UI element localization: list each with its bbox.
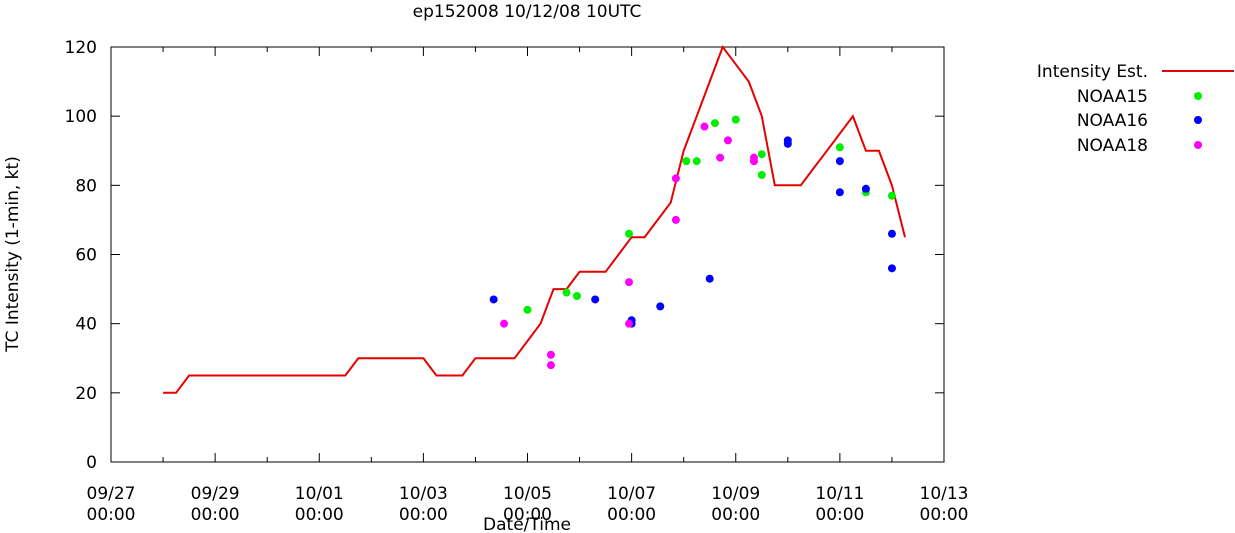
- data-point-noaa15: [572, 292, 581, 300]
- data-point-noaa15: [562, 288, 571, 297]
- data-point-noaa18: [546, 361, 555, 370]
- x-tick-label-date: 10/13: [920, 484, 969, 504]
- x-tick-label-time: 00:00: [295, 505, 344, 525]
- x-tick-label-date: 10/07: [607, 484, 656, 504]
- y-tick-label: 100: [65, 107, 97, 127]
- x-tick-label-date: 09/27: [87, 484, 136, 504]
- y-tick-label: 80: [75, 176, 97, 196]
- data-point-noaa18: [723, 136, 732, 145]
- y-tick-label: 0: [86, 453, 97, 473]
- data-point-noaa16: [887, 264, 896, 273]
- legend-swatch-noaa16: [1194, 116, 1202, 124]
- data-point-noaa15: [682, 157, 691, 166]
- data-point-noaa15: [523, 305, 532, 314]
- y-tick-label: 60: [75, 246, 97, 266]
- data-point-noaa18: [546, 350, 555, 359]
- data-point-noaa18: [500, 319, 509, 328]
- x-tick-label-time: 00:00: [399, 505, 448, 525]
- legend: Intensity Est. NOAA15 NOAA16 NOAA18: [1037, 62, 1234, 156]
- legend-label-noaa18: NOAA18: [1077, 136, 1148, 156]
- x-tick-label-time: 00:00: [607, 505, 656, 525]
- x-tick-label-time: 00:00: [711, 505, 760, 525]
- data-point-noaa15: [835, 143, 844, 152]
- x-tick-label-date: 10/05: [503, 484, 552, 504]
- data-point-noaa16: [656, 302, 665, 311]
- data-point-noaa18: [625, 319, 634, 328]
- x-tick-label-date: 10/11: [815, 484, 864, 504]
- x-tick-label-date: 10/03: [399, 484, 448, 504]
- chart-title: ep152008 10/12/08 10UTC: [413, 2, 642, 22]
- series-group: [163, 44, 906, 394]
- data-point-noaa15: [710, 119, 719, 128]
- y-tick-label: 120: [65, 38, 97, 58]
- x-tick-label-time: 00:00: [503, 505, 552, 525]
- data-point-noaa18: [625, 278, 634, 287]
- data-point-noaa16: [783, 139, 792, 148]
- data-point-noaa18: [671, 215, 680, 224]
- legend-swatch-noaa15: [1194, 92, 1202, 100]
- x-tick-label-time: 00:00: [815, 505, 864, 525]
- data-point-noaa15: [757, 150, 766, 159]
- data-point-noaa16: [861, 184, 870, 193]
- data-point-noaa18: [671, 174, 680, 183]
- x-tick-label-time: 00:00: [920, 505, 969, 525]
- data-point-noaa15: [625, 229, 634, 238]
- y-axis-label: TC Intensity (1-min, kt): [3, 156, 23, 353]
- data-point-noaa16: [489, 295, 498, 304]
- y-tick-label: 20: [75, 384, 97, 404]
- x-axis-label: Date/Time: [483, 515, 571, 533]
- y-axis: 0 20 40 60 80 100 120: [65, 38, 944, 473]
- legend-label-intensity-est: Intensity Est.: [1037, 62, 1148, 82]
- x-tick-label-time: 00:00: [87, 505, 136, 525]
- series-line-intensity-est: [163, 44, 906, 394]
- data-point-noaa16: [591, 295, 600, 304]
- data-point-noaa15: [731, 115, 740, 124]
- data-point-noaa16: [835, 157, 844, 166]
- plot-area: [110, 46, 945, 463]
- legend-label-noaa15: NOAA15: [1077, 87, 1148, 107]
- x-tick-label-time: 00:00: [191, 505, 240, 525]
- data-point-noaa15: [757, 170, 766, 179]
- data-point-noaa16: [835, 188, 844, 197]
- data-point-noaa16: [887, 229, 896, 238]
- data-point-noaa15: [692, 157, 701, 166]
- legend-swatch-noaa18: [1194, 141, 1202, 149]
- data-point-noaa15: [887, 191, 896, 200]
- x-tick-label-date: 10/01: [295, 484, 344, 504]
- y-tick-label: 40: [75, 315, 97, 335]
- data-point-noaa18: [700, 122, 709, 131]
- x-axis: 09/2700:0009/2900:0010/0100:0010/0300:00…: [87, 47, 969, 525]
- x-tick-label-date: 09/29: [191, 484, 240, 504]
- data-point-noaa16: [705, 274, 714, 283]
- x-tick-label-date: 10/09: [711, 484, 760, 504]
- data-point-noaa18: [749, 157, 758, 166]
- data-point-noaa18: [716, 153, 725, 162]
- legend-label-noaa16: NOAA16: [1077, 111, 1148, 131]
